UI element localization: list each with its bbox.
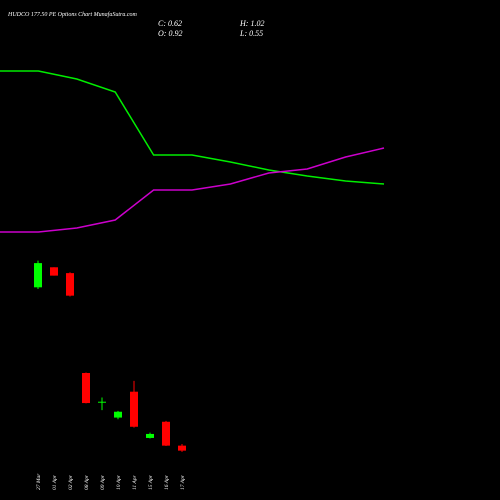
candle-body — [50, 267, 58, 276]
x-tick-label: 01 Apr — [52, 474, 58, 490]
x-tick-label: 02 Apr — [68, 474, 74, 490]
x-tick-label: 08 Apr — [84, 474, 90, 490]
candle-body — [98, 401, 106, 403]
x-tick-label: 15 Apr — [148, 474, 154, 490]
candle-body — [162, 421, 170, 446]
info-open: O: 0.92 — [158, 29, 182, 38]
info-low: L: 0.55 — [239, 29, 263, 38]
x-tick-label: 17 Apr — [180, 474, 186, 490]
candle-body — [130, 391, 138, 427]
candle-body — [66, 273, 74, 296]
chart-title: HUDCO 177.50 PE Options Chart MunafaSutr… — [7, 11, 138, 18]
x-tick-label: 16 Apr — [164, 474, 170, 490]
candle-body — [146, 433, 154, 438]
info-high: H: 1.02 — [239, 19, 264, 28]
x-tick-label: 09 Apr — [100, 474, 106, 490]
x-tick-label: 27 Mar — [36, 473, 42, 490]
candle-body — [82, 372, 90, 404]
info-close: C: 0.62 — [158, 19, 182, 28]
candle-body — [178, 445, 186, 451]
x-tick-label: 11 Apr — [132, 475, 138, 490]
candle-body — [114, 411, 122, 418]
indicator-line — [0, 147, 385, 233]
x-tick-label: 10 Apr — [116, 474, 122, 490]
indicator-line — [0, 70, 385, 185]
candle-body — [34, 263, 42, 288]
